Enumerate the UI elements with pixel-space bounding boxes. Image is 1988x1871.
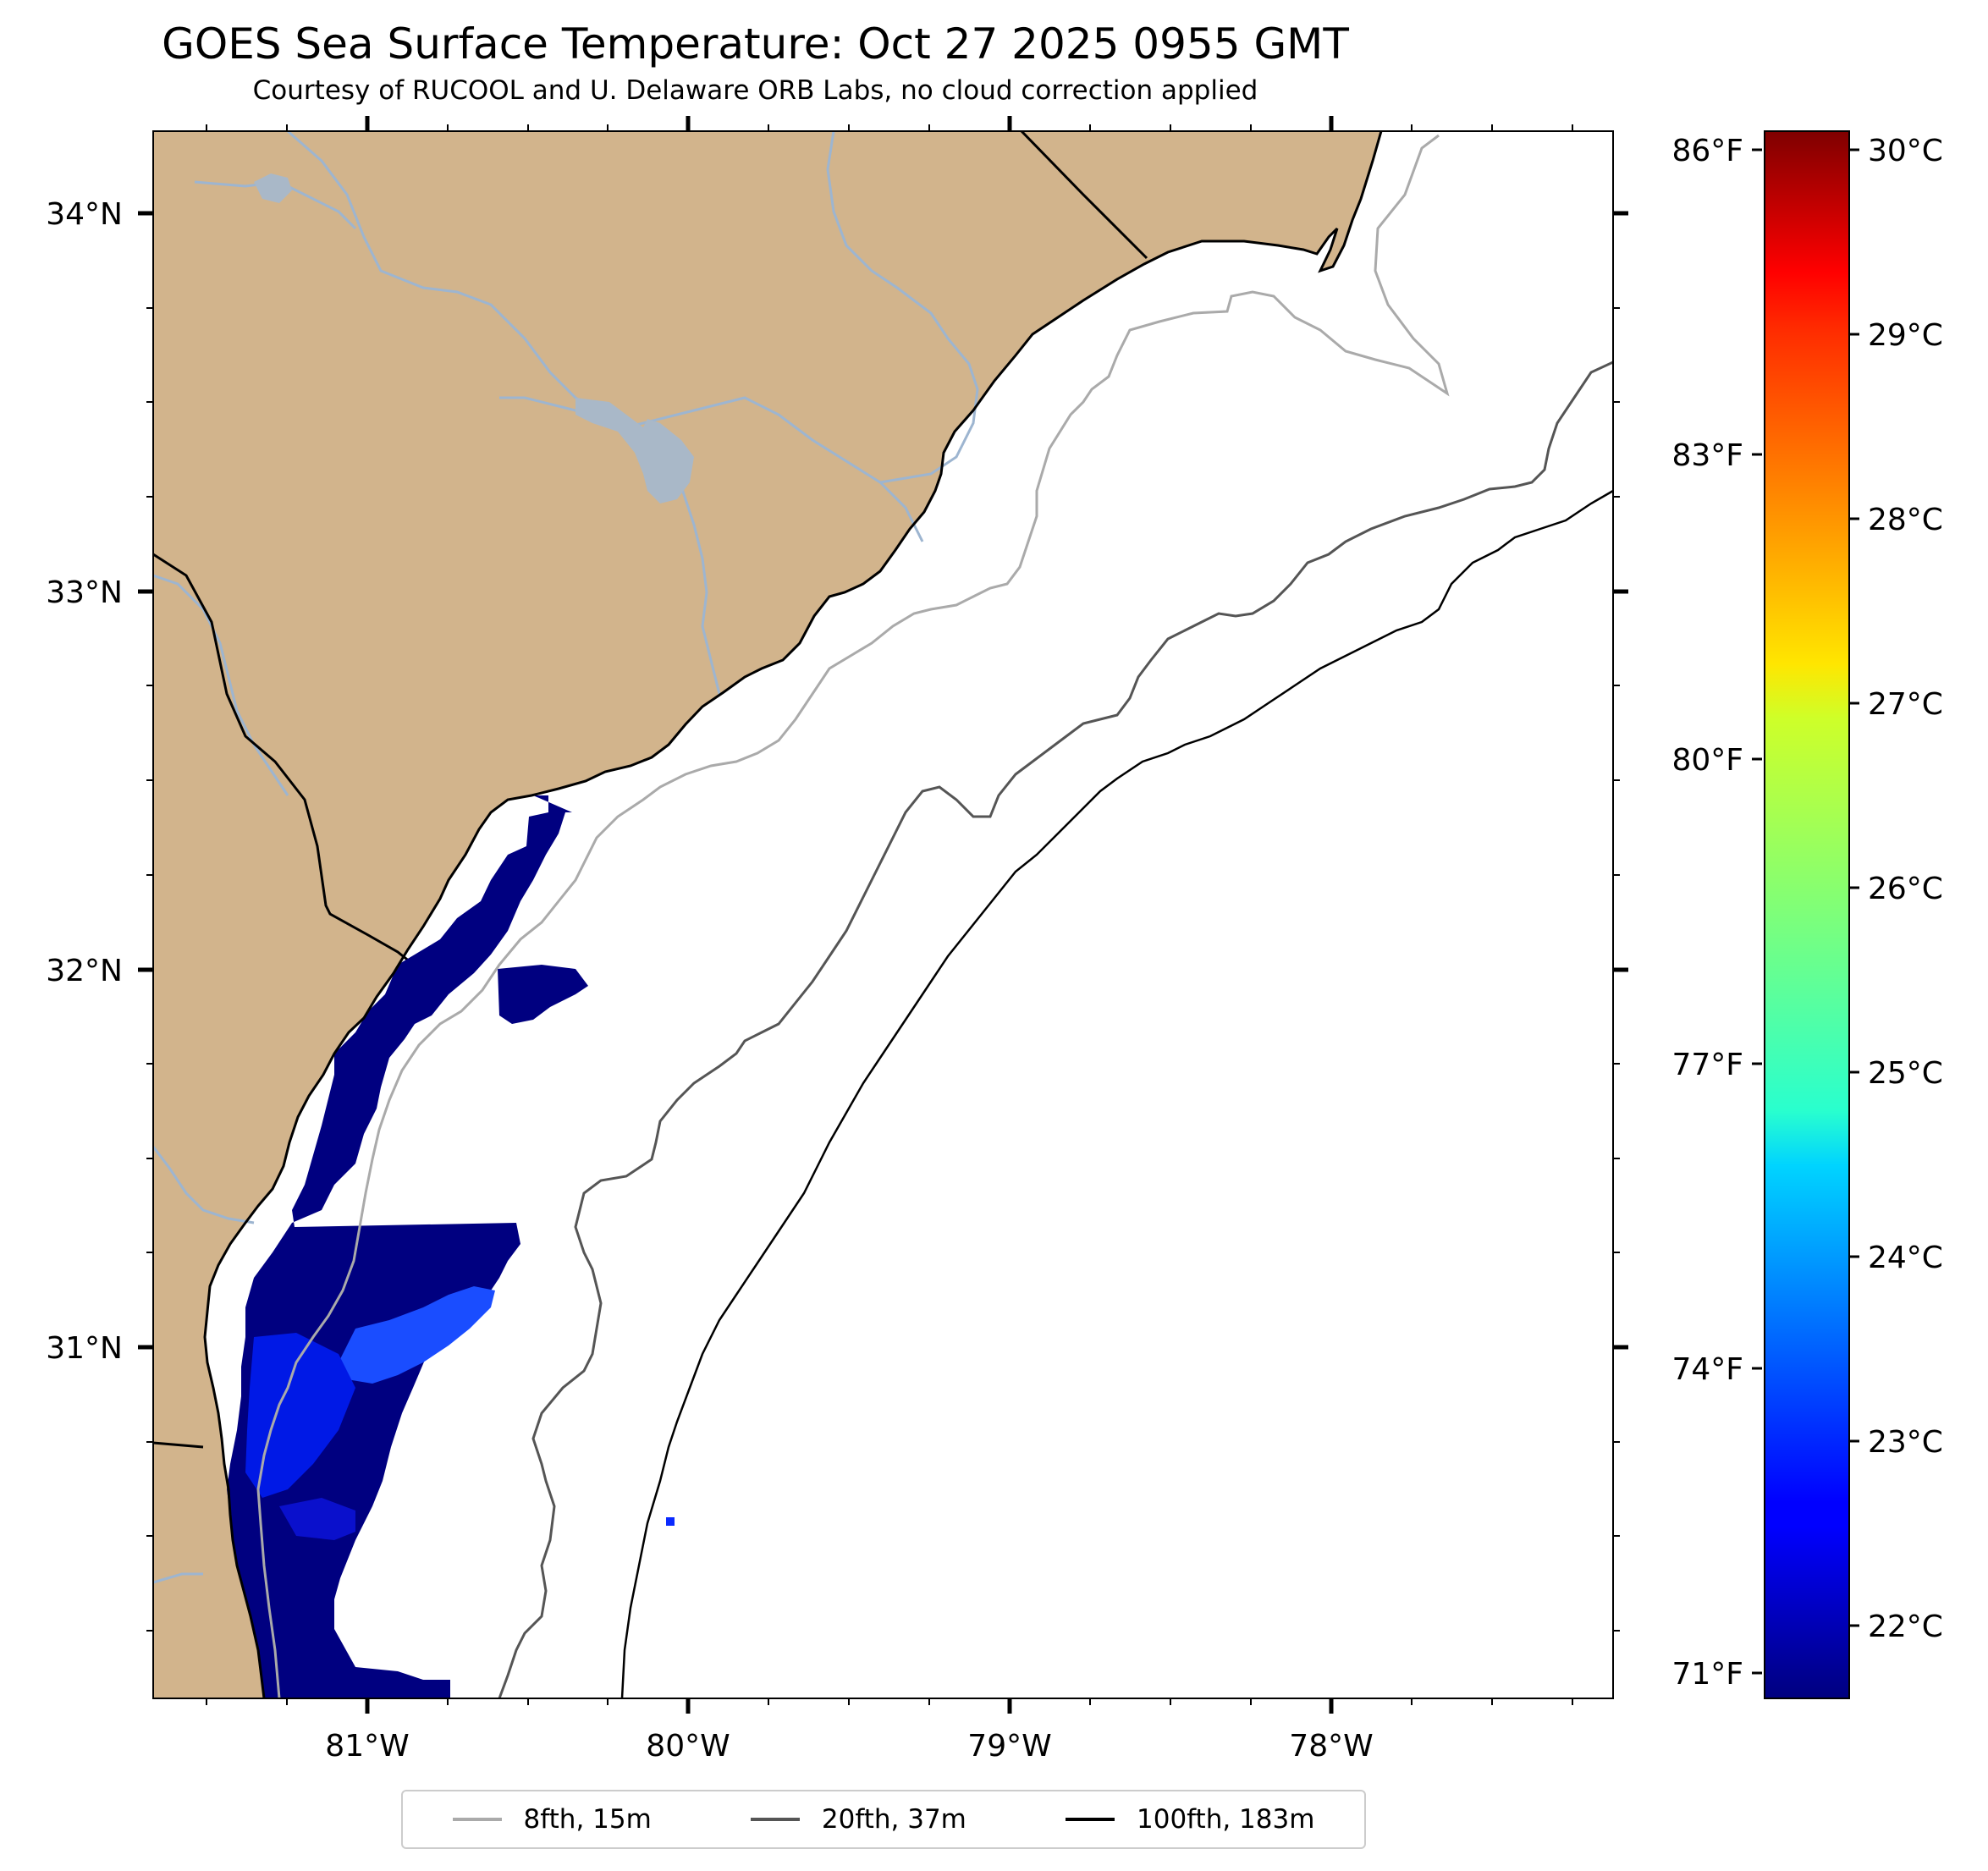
lon-label-78w: 78°W <box>1289 1729 1373 1764</box>
c-label-27: 27°C <box>1868 687 1943 722</box>
legend-label-20fth: 20fth, 37m <box>821 1804 966 1835</box>
isobath-100fth <box>620 489 1613 1698</box>
legend-swatch-100fth <box>1066 1818 1115 1821</box>
map-area <box>152 130 1614 1699</box>
c-label-30: 30°C <box>1868 134 1943 168</box>
c-label-25: 25°C <box>1868 1056 1943 1091</box>
lake-greenwood <box>254 173 292 203</box>
legend-swatch-8fth <box>452 1818 502 1821</box>
legend-item-8fth: 8fth, 15m <box>452 1804 652 1835</box>
f-label-71: 71°F <box>1671 1657 1743 1692</box>
sst-patch-mid <box>245 1333 355 1498</box>
f-label-77: 77°F <box>1671 1048 1743 1082</box>
lat-label-32n: 32°N <box>46 954 123 988</box>
c-label-24: 24°C <box>1868 1241 1943 1275</box>
colorbar: 30°C 29°C 28°C 27°C 26°C 25°C 24°C 23°C … <box>1764 130 1943 1699</box>
sst-patch-cold <box>227 795 572 1698</box>
legend-item-100fth: 100fth, 183m <box>1066 1804 1314 1835</box>
lat-label-33n: 33°N <box>46 575 123 610</box>
land-mass <box>153 131 1381 1698</box>
lat-label-34n: 34°N <box>46 197 123 232</box>
f-label-80: 80°F <box>1671 743 1743 778</box>
lake-marion <box>575 398 694 504</box>
map-subtitle: Courtesy of RUCOOL and U. Delaware ORB L… <box>252 75 1258 106</box>
sst-patch-cold-2 <box>498 965 588 1024</box>
coastline <box>203 131 1383 1698</box>
isobath-legend: 8fth, 15m 20fth, 37m 100fth, 183m <box>401 1790 1366 1849</box>
map-title: GOES Sea Surface Temperature: Oct 27 202… <box>162 19 1349 69</box>
isobath-8fth <box>256 134 1450 1698</box>
colorbar-gradient <box>1764 130 1850 1699</box>
lat-label-31n: 31°N <box>46 1331 123 1366</box>
sst-data-patches <box>227 795 675 1698</box>
c-label-23: 23°C <box>1868 1425 1943 1460</box>
legend-swatch-20fth <box>750 1818 800 1821</box>
lon-label-79w: 79°W <box>967 1729 1051 1764</box>
minor-ticks <box>146 124 1620 1705</box>
f-label-74: 74°F <box>1671 1352 1743 1387</box>
state-borders <box>153 131 1148 1449</box>
fahrenheit-axis: 86°F 83°F 80°F 77°F 74°F 71°F <box>1671 134 1762 1692</box>
legend-label-100fth: 100fth, 183m <box>1137 1804 1315 1835</box>
sst-patch-warm <box>339 1286 495 1384</box>
major-ticks <box>138 116 1628 1714</box>
isobath-20fth <box>498 360 1613 1698</box>
lon-label-80w: 80°W <box>646 1729 730 1764</box>
sst-patch-mid-2 <box>279 1498 355 1540</box>
c-label-29: 29°C <box>1868 318 1943 353</box>
map-frame <box>152 130 1614 1699</box>
f-label-86: 86°F <box>1671 134 1743 168</box>
c-label-22: 22°C <box>1868 1610 1943 1644</box>
legend-label-8fth: 8fth, 15m <box>523 1804 652 1835</box>
legend-item-20fth: 20fth, 37m <box>750 1804 966 1835</box>
lon-label-81w: 81°W <box>325 1729 409 1764</box>
c-label-26: 26°C <box>1868 872 1943 906</box>
c-label-28: 28°C <box>1868 503 1943 537</box>
f-label-83: 83°F <box>1671 438 1743 473</box>
sst-speck <box>666 1517 675 1526</box>
